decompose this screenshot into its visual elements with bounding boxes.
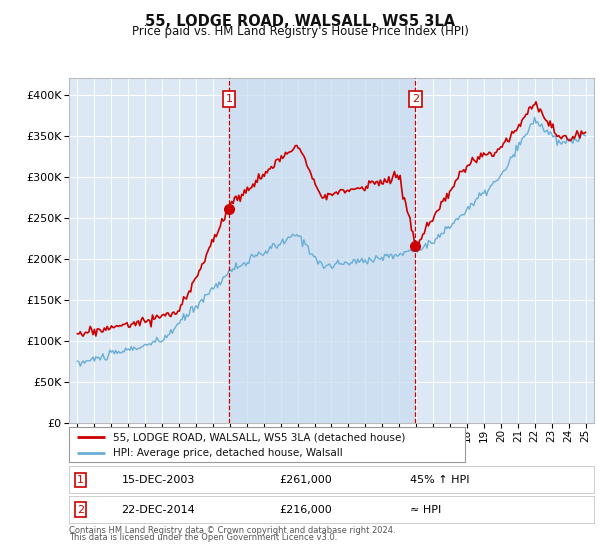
Text: 2: 2 xyxy=(412,94,419,104)
Text: This data is licensed under the Open Government Licence v3.0.: This data is licensed under the Open Gov… xyxy=(69,533,337,542)
Text: 1: 1 xyxy=(226,94,233,104)
Text: 55, LODGE ROAD, WALSALL, WS5 3LA (detached house): 55, LODGE ROAD, WALSALL, WS5 3LA (detach… xyxy=(113,432,405,442)
Text: £261,000: £261,000 xyxy=(279,475,332,485)
Text: ≈ HPI: ≈ HPI xyxy=(410,505,442,515)
Bar xyxy=(229,78,415,423)
Text: 15-DEC-2003: 15-DEC-2003 xyxy=(121,475,195,485)
Text: £216,000: £216,000 xyxy=(279,505,332,515)
Text: 55, LODGE ROAD, WALSALL, WS5 3LA: 55, LODGE ROAD, WALSALL, WS5 3LA xyxy=(145,14,455,29)
Text: 2: 2 xyxy=(77,505,84,515)
Text: Price paid vs. HM Land Registry's House Price Index (HPI): Price paid vs. HM Land Registry's House … xyxy=(131,25,469,38)
Text: Contains HM Land Registry data © Crown copyright and database right 2024.: Contains HM Land Registry data © Crown c… xyxy=(69,526,395,535)
Text: 45% ↑ HPI: 45% ↑ HPI xyxy=(410,475,470,485)
Text: HPI: Average price, detached house, Walsall: HPI: Average price, detached house, Wals… xyxy=(113,449,343,458)
Text: 1: 1 xyxy=(77,475,84,485)
Text: 22-DEC-2014: 22-DEC-2014 xyxy=(121,505,195,515)
